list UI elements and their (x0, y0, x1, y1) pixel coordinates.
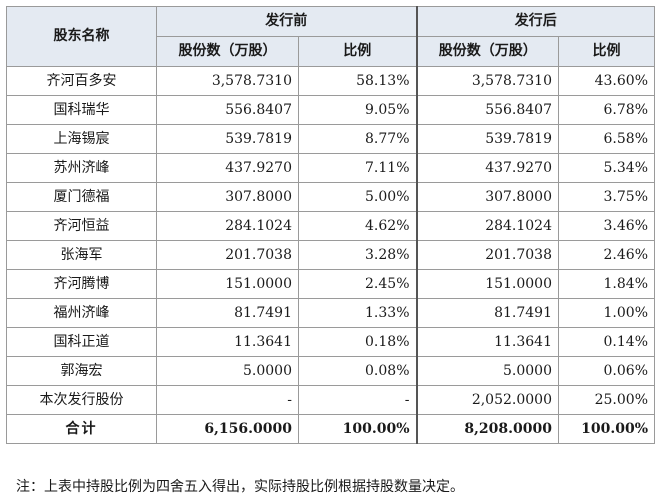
cell-before-ratio: 1.33% (298, 298, 417, 328)
cell-before-ratio: 5.00% (298, 182, 417, 212)
cell-after-ratio: 6.78% (558, 95, 655, 125)
cell-after-ratio: 2.46% (558, 240, 655, 270)
cell-after-shares: 307.8000 (415, 182, 559, 212)
col-header-before-ratio: 比例 (298, 36, 417, 67)
cell-before-ratio: 9.05% (298, 95, 417, 125)
cell-after-ratio: 1.00% (558, 298, 655, 328)
col-group-before: 发行前 (156, 6, 417, 37)
cell-after-ratio: 3.46% (558, 211, 655, 241)
shareholder-table: 股东名称 发行前 发行后 股份数（万股） 比例 股份数（万股） 比例 齐河百多安… (6, 6, 655, 444)
table-row: 本次发行股份 - -2,052.0000 25.00% (6, 385, 655, 415)
table-row: 国科正道 11.3641 0.18% 11.3641 0.14% (6, 327, 655, 357)
cell-after-shares: 11.3641 (415, 327, 559, 357)
table-row: 福州济峰 81.7491 1.33% 81.7491 1.00% (6, 298, 655, 328)
cell-before-shares: 437.9270 (156, 153, 299, 183)
cell-after-ratio: 0.06% (558, 356, 655, 386)
footnote: 注：上表中持股比例为四舍五入得出，实际持股比例根据持股数量决定。 (16, 479, 464, 495)
cell-after-shares: 8,208.0000 (415, 414, 559, 444)
cell-before-ratio: 2.45% (298, 269, 417, 299)
cell-name: 合计 (6, 414, 157, 444)
cell-after-shares: 81.7491 (415, 298, 559, 328)
cell-after-ratio: 1.84% (558, 269, 655, 299)
cell-before-ratio: - (298, 385, 417, 415)
header-row-sub: 股份数（万股） 比例 股份数（万股） 比例 (7, 36, 655, 67)
table-row: 郭海宏 5.0000 0.08% 5.0000 0.06% (6, 356, 655, 386)
cell-before-ratio: 58.13% (298, 66, 417, 96)
cell-before-ratio: 0.08% (298, 356, 417, 386)
cell-after-shares: 284.1024 (415, 211, 559, 241)
cell-before-shares: 81.7491 (156, 298, 299, 328)
cell-before-ratio: 8.77% (298, 124, 417, 154)
cell-name: 张海军 (6, 240, 157, 270)
cell-before-ratio: 4.62% (298, 211, 417, 241)
table-row: 上海锡宸 539.7819 8.77% 539.7819 6.58% (6, 124, 655, 154)
cell-name: 齐河百多安 (6, 66, 157, 96)
table-row: 齐河恒益 284.1024 4.62% 284.1024 3.46% (6, 211, 655, 241)
cell-name: 郭海宏 (6, 356, 157, 386)
cell-name: 上海锡宸 (6, 124, 157, 154)
cell-before-shares: 151.0000 (156, 269, 299, 299)
cell-name: 厦门德福 (6, 182, 157, 212)
cell-name: 齐河腾博 (6, 269, 157, 299)
cell-before-shares: 5.0000 (156, 356, 299, 386)
table-body: 齐河百多安 3,578.7310 58.13% 3,578.7310 43.60% 国科瑞… (6, 66, 655, 444)
cell-name: 本次发行股份 (6, 385, 157, 415)
cell-after-ratio: 100.00% (558, 414, 655, 444)
cell-after-ratio: 5.34% (558, 153, 655, 183)
cell-name: 苏州济峰 (6, 153, 157, 183)
cell-name: 国科正道 (6, 327, 157, 357)
cell-before-ratio: 100.00% (298, 414, 417, 444)
cell-name: 福州济峰 (6, 298, 157, 328)
cell-name: 齐河恒益 (6, 211, 157, 241)
table-row: 张海军 201.7038 3.28% 201.7038 2.46% (6, 240, 655, 270)
header-row-top: 股东名称 发行前 发行后 (6, 6, 655, 67)
cell-before-shares: 284.1024 (156, 211, 299, 241)
cell-after-ratio: 0.14% (558, 327, 655, 357)
cell-before-shares: 201.7038 (156, 240, 299, 270)
cell-before-ratio: 7.11% (298, 153, 417, 183)
cell-name: 国科瑞华 (6, 95, 157, 125)
cell-after-ratio: 43.60% (558, 66, 655, 96)
table-row: 苏州济峰 437.9270 7.11% 437.9270 5.34% (6, 153, 655, 183)
cell-after-shares: 201.7038 (415, 240, 559, 270)
table-row: 国科瑞华 556.8407 9.05% 556.8407 6.78% (6, 95, 655, 125)
col-header-before-shares: 股份数（万股） (156, 36, 299, 67)
col-header-after-ratio: 比例 (558, 36, 655, 67)
table-row: 齐河百多安 3,578.7310 58.13% 3,578.7310 43.60% (6, 66, 655, 96)
cell-before-shares: 556.8407 (156, 95, 299, 125)
cell-before-shares: 307.8000 (156, 182, 299, 212)
cell-before-ratio: 0.18% (298, 327, 417, 357)
cell-after-ratio: 3.75% (558, 182, 655, 212)
total-row: 合计 6,156.0000 100.00% 8,208.0000 100.00% (6, 414, 655, 444)
cell-before-ratio: 3.28% (298, 240, 417, 270)
cell-after-shares: 539.7819 (415, 124, 559, 154)
col-header-name: 股东名称 (6, 6, 157, 67)
cell-after-shares: 5.0000 (415, 356, 559, 386)
cell-after-ratio: 25.00% (558, 385, 655, 415)
cell-before-shares: - (156, 385, 299, 415)
cell-before-shares: 539.7819 (156, 124, 299, 154)
col-header-after-shares: 股份数（万股） (415, 36, 559, 67)
cell-before-shares: 11.3641 (156, 327, 299, 357)
cell-after-shares: 151.0000 (415, 269, 559, 299)
table-row: 厦门德福 307.8000 5.00% 307.8000 3.75% (6, 182, 655, 212)
cell-after-ratio: 6.58% (558, 124, 655, 154)
cell-after-shares: 3,578.7310 (415, 66, 559, 96)
cell-before-shares: 3,578.7310 (156, 66, 299, 96)
cell-after-shares: 556.8407 (415, 95, 559, 125)
col-group-after: 发行后 (415, 6, 655, 37)
cell-after-shares: 437.9270 (415, 153, 559, 183)
table-row: 齐河腾博 151.0000 2.45% 151.0000 1.84% (6, 269, 655, 299)
cell-after-shares: 2,052.0000 (415, 385, 559, 415)
cell-before-shares: 6,156.0000 (156, 414, 299, 444)
